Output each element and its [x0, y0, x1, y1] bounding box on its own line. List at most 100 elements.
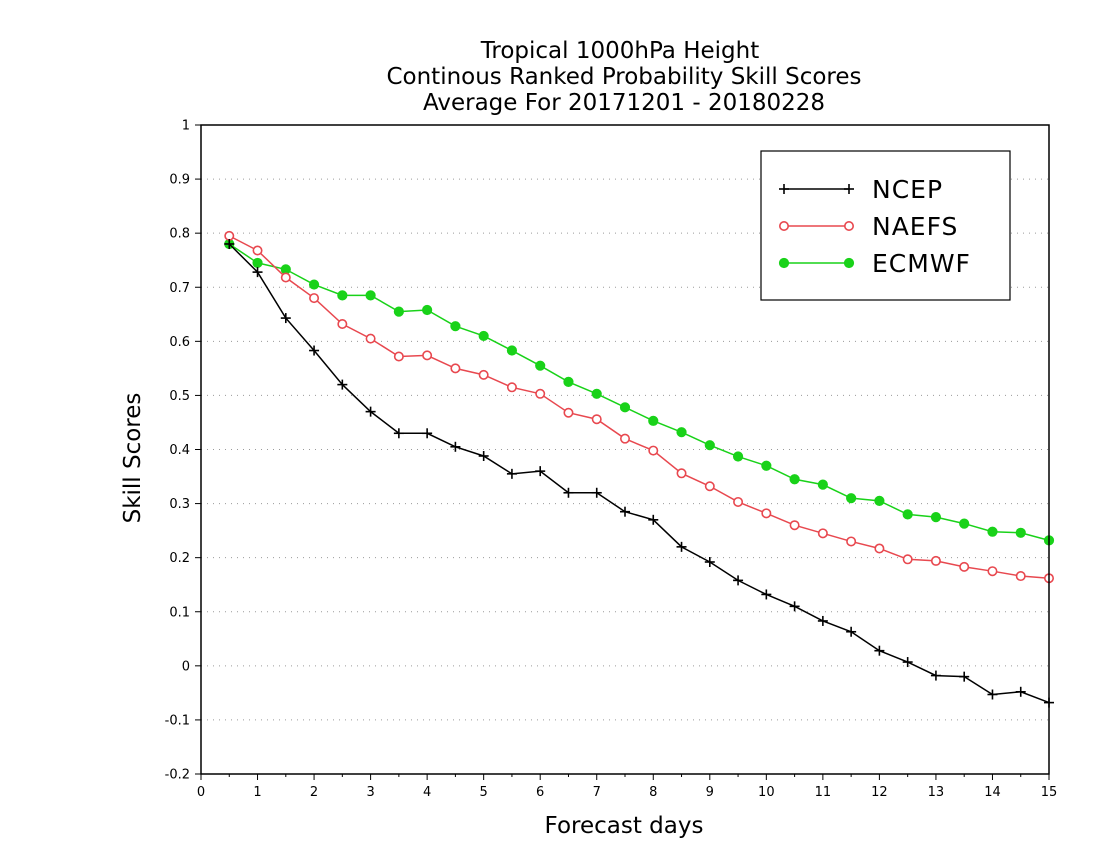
x-tick-label: 2	[310, 785, 318, 800]
x-tick-label: 15	[1041, 785, 1058, 800]
data-point-ecmwf	[930, 512, 942, 523]
data-point-naefs	[337, 319, 348, 330]
legend-marker-ncep	[844, 184, 854, 194]
data-point-ecmwf	[959, 518, 970, 529]
data-point-ncep	[704, 556, 715, 567]
data-point-naefs	[761, 508, 772, 519]
legend-item-ncep: NCEP	[779, 175, 942, 204]
data-point-naefs	[874, 543, 885, 554]
data-point-ncep	[506, 468, 517, 479]
y-tick-label: 0.4	[169, 443, 190, 458]
x-tick-label: 13	[928, 785, 945, 800]
x-tick-label: 14	[984, 785, 1001, 800]
data-point-naefs	[280, 272, 291, 283]
data-point-naefs	[365, 333, 376, 344]
data-point-ncep	[874, 645, 885, 656]
legend-item-naefs: NAEFS	[778, 212, 957, 241]
data-point-ncep	[959, 671, 970, 682]
title-line-2: Continous Ranked Probability Skill Score…	[386, 64, 861, 90]
data-point-naefs	[648, 445, 659, 456]
data-point-ncep	[280, 313, 291, 324]
x-tick-label: 6	[536, 785, 544, 800]
data-point-naefs	[846, 536, 857, 547]
data-point-naefs	[506, 382, 517, 393]
y-tick-label: 0.9	[169, 173, 190, 188]
data-point-ncep	[761, 589, 772, 600]
data-point-ncep	[365, 406, 376, 417]
data-point-naefs	[930, 555, 941, 566]
y-tick-label: 0.1	[169, 605, 190, 620]
legend-marker-naefs	[778, 221, 789, 232]
data-point-ncep	[930, 670, 941, 681]
x-tick-label: 1	[253, 785, 261, 800]
legend: NCEP NAEFS ECMWF	[760, 150, 1011, 301]
data-point-ecmwf	[902, 509, 913, 520]
data-point-ncep	[252, 267, 263, 278]
data-point-ncep	[733, 575, 744, 586]
data-point-naefs	[676, 468, 687, 479]
data-point-ncep	[902, 657, 913, 668]
data-point-ecmwf	[648, 415, 659, 426]
data-point-ecmwf	[846, 493, 857, 504]
data-point-ncep	[422, 428, 433, 439]
x-tick-label: 7	[593, 785, 601, 800]
y-tick-label: -0.2	[165, 768, 190, 783]
legend-label-ecmwf: ECMWF	[872, 249, 971, 278]
data-point-ecmwf	[478, 330, 489, 342]
series-group	[224, 230, 1055, 708]
data-point-ecmwf	[506, 345, 518, 356]
chart-title: Tropical 1000hPa Height Continous Ranked…	[386, 38, 861, 116]
series-line-ncep	[228, 243, 1050, 704]
data-point-ncep	[309, 345, 320, 356]
series-naefs	[224, 230, 1055, 584]
x-tick-label: 0	[197, 785, 205, 800]
title-line-1: Tropical 1000hPa Height	[480, 38, 760, 64]
data-point-ncep	[224, 238, 235, 249]
data-point-ecmwf	[337, 290, 348, 301]
data-point-naefs	[563, 407, 574, 418]
data-point-naefs	[733, 496, 744, 507]
x-axis: 0 1 2 3 4 5 6 7 8 9 10 11 12 13 14 15	[197, 774, 1057, 800]
data-point-ecmwf	[987, 526, 998, 537]
data-point-ncep	[591, 487, 602, 498]
data-point-ecmwf	[1015, 527, 1026, 538]
data-point-ecmwf	[308, 279, 320, 290]
data-point-ncep	[846, 626, 857, 637]
data-point-naefs	[224, 230, 235, 241]
x-tick-label: 4	[423, 785, 431, 800]
data-point-ncep	[987, 689, 998, 700]
data-point-ecmwf	[789, 474, 800, 485]
data-point-naefs	[987, 566, 998, 577]
legend-marker-ncep	[779, 184, 789, 194]
data-point-naefs	[591, 414, 602, 425]
legend-marker-ecmwf	[843, 257, 855, 269]
x-tick-label: 5	[480, 785, 488, 800]
data-point-ncep	[535, 466, 546, 477]
series-ncep	[224, 238, 1054, 708]
data-point-ecmwf	[817, 479, 828, 490]
data-point-ecmwf	[704, 440, 715, 451]
data-point-ncep	[676, 541, 687, 552]
data-point-ncep	[620, 506, 630, 517]
y-tick-label: 0.6	[169, 335, 190, 350]
data-point-naefs	[422, 350, 433, 361]
plot-frame	[200, 124, 1050, 775]
y-axis-title: Skill Scores	[120, 393, 146, 524]
x-tick-label: 3	[366, 785, 374, 800]
x-tick-label: 12	[871, 785, 888, 800]
data-point-ecmwf	[619, 402, 631, 413]
data-point-naefs	[478, 369, 489, 380]
title-line-3: Average For 20171201 - 20180228	[423, 90, 825, 116]
data-point-ecmwf	[365, 290, 376, 301]
x-tick-label: 11	[815, 785, 832, 800]
data-point-naefs	[619, 433, 630, 444]
data-point-naefs	[393, 351, 404, 362]
y-tick-label: 0.5	[169, 389, 190, 404]
y-tick-label: 0.8	[169, 227, 190, 242]
data-point-ncep	[563, 487, 574, 498]
data-point-ecmwf	[676, 427, 687, 438]
data-point-naefs	[902, 554, 913, 565]
data-point-naefs	[817, 528, 828, 539]
data-point-naefs	[535, 388, 546, 399]
data-point-ncep	[1015, 686, 1026, 697]
